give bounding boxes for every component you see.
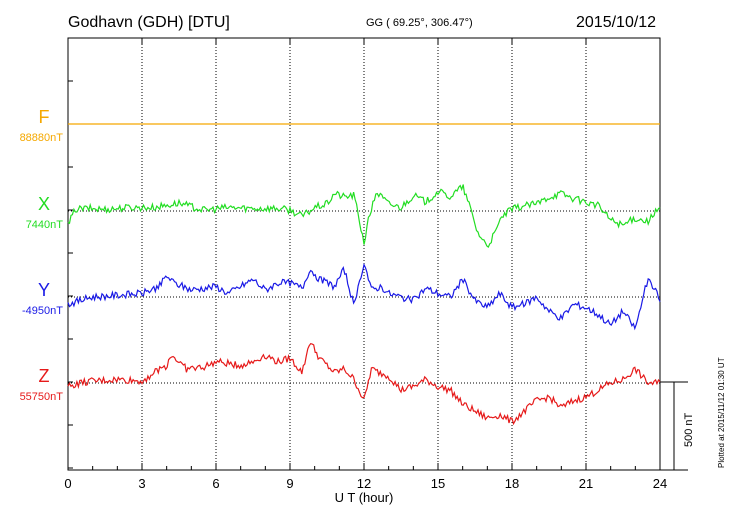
plot-date: 2015/10/12 [576, 14, 656, 31]
series-name-y: Y [38, 280, 50, 300]
scale-bar-label: 500 nT [683, 412, 695, 447]
series-line-x [67, 184, 661, 249]
x-tick-label: 12 [357, 476, 371, 491]
station-coords: GG ( 69.25°, 306.47°) [366, 17, 473, 29]
x-tick-label: 3 [138, 476, 145, 491]
x-tick-label: 18 [505, 476, 519, 491]
series-name-x: X [38, 194, 50, 214]
series-name-f: F [39, 107, 50, 127]
x-axis: 0 3 6 9 12 15 18 21 24 [64, 38, 667, 491]
scale-bar: 500 nT [660, 381, 695, 471]
series-baseline-y: -4950nT [22, 305, 63, 317]
x-tick-label: 6 [212, 476, 219, 491]
x-tick-label: 15 [431, 476, 445, 491]
series-baseline-z: 55750nT [20, 391, 64, 403]
station-title: Godhavn (GDH) [DTU] [68, 14, 230, 31]
grid [141, 38, 587, 470]
series-lines [67, 123, 661, 426]
series-line-z [67, 343, 661, 426]
series-baseline-f: 88880nT [20, 132, 64, 144]
x-tick-label: 21 [579, 476, 593, 491]
x-tick-label: 0 [64, 476, 71, 491]
x-axis-label: U T (hour) [335, 490, 394, 505]
x-tick-label: 9 [286, 476, 293, 491]
series-line-y [67, 262, 661, 331]
plotted-note: Plotted at 2015/11/12 01:30 UT [717, 357, 726, 468]
series-labels: F 88880nT X 7440nT Y -4950nT Z 55750nT [20, 107, 64, 403]
series-name-z: Z [39, 366, 50, 386]
x-tick-label: 24 [653, 476, 667, 491]
series-baseline-x: 7440nT [26, 219, 64, 231]
